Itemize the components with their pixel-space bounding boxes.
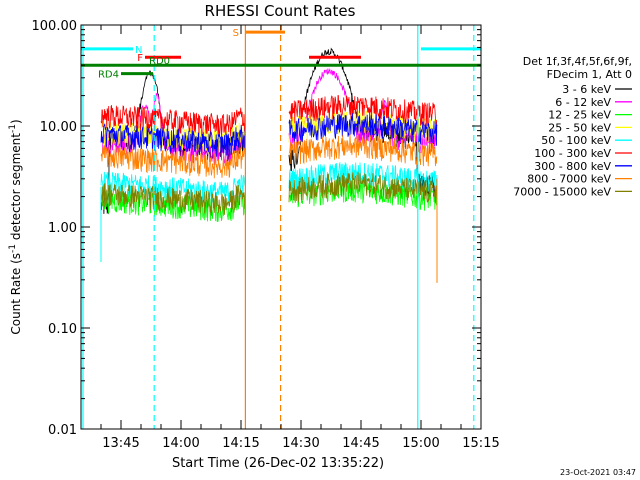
series-line-300-800-keV [100, 113, 438, 157]
annotation-label-rd4: RD4 [98, 70, 119, 81]
x-axis: 13:45 14:00 14:15 14:30 14:45 15:00 15:15 [80, 25, 500, 451]
legend-header-line-2: FDecim 1, Att 0 [547, 68, 632, 81]
y-axis-label-part-1: Count Rate (s [9, 253, 23, 335]
y-tick-label: 100.00 [32, 19, 78, 34]
legend-entry-label: 100 - 300 keV [534, 147, 611, 160]
legend-entry-label: 6 - 12 keV [555, 96, 611, 109]
annotation-label-s: S [233, 28, 239, 39]
series-line-100-300-keV [100, 94, 438, 138]
legend-entry-label: 12 - 25 keV [548, 109, 611, 122]
x-tick-label: 15:00 [402, 436, 439, 451]
x-tick-label: 15:15 [462, 436, 499, 451]
legend: Det 1f,3f,4f,5f,6f,9f, FDecim 1, Att 0 3… [513, 55, 632, 198]
y-axis-label-sup-1: -1 [8, 244, 18, 253]
legend-entry-label: 50 - 100 keV [541, 134, 611, 147]
y-axis: 100.00 10.00 1.00 0.10 0.01 [32, 19, 481, 438]
annotation-layer: NF RD0 RD4 S [81, 25, 481, 429]
y-axis-label-part-2: detector segment [9, 133, 23, 244]
x-tick-label: 14:00 [162, 436, 199, 451]
annotation-label-n: N [135, 45, 142, 56]
x-tick-label: 14:45 [342, 436, 379, 451]
series-line-7000-15000-keV [100, 172, 438, 216]
x-tick-label: 13:45 [102, 436, 139, 451]
series-line-800-7000-keV [100, 134, 438, 179]
y-axis-label-sup-2: -1 [8, 124, 18, 133]
legend-entry-label: 25 - 50 keV [548, 121, 611, 134]
x-tick-label: 14:15 [222, 436, 259, 451]
legend-header-line-1: Det 1f,3f,4f,5f,6f,9f, [523, 55, 632, 68]
legend-entry-label: 7000 - 15000 keV [513, 185, 611, 198]
annotation-label-f: F [137, 53, 143, 64]
footer-date: 23-Oct-2021 03:47 [560, 468, 636, 477]
legend-entry-label: 3 - 6 keV [562, 83, 611, 96]
y-tick-label: 10.00 [40, 120, 77, 135]
annotation-label-rd0: RD0 [149, 56, 170, 67]
legend-entry-label: 300 - 800 keV [534, 160, 611, 173]
x-axis-label: Start Time (26-Dec-02 13:35:22) [172, 456, 384, 471]
series-layer [100, 47, 438, 283]
y-axis-label-part-3: ) [9, 119, 23, 124]
y-tick-label: 0.01 [48, 423, 77, 438]
y-axis-label: Count Rate (s-1 detector segment-1) [8, 119, 23, 334]
legend-entry-label: 800 - 7000 keV [527, 173, 611, 186]
y-tick-label: 0.10 [48, 322, 77, 337]
y-tick-label: 1.00 [48, 221, 77, 236]
x-tick-label: 14:30 [282, 436, 319, 451]
chart-title: RHESSI Count Rates [205, 2, 356, 20]
